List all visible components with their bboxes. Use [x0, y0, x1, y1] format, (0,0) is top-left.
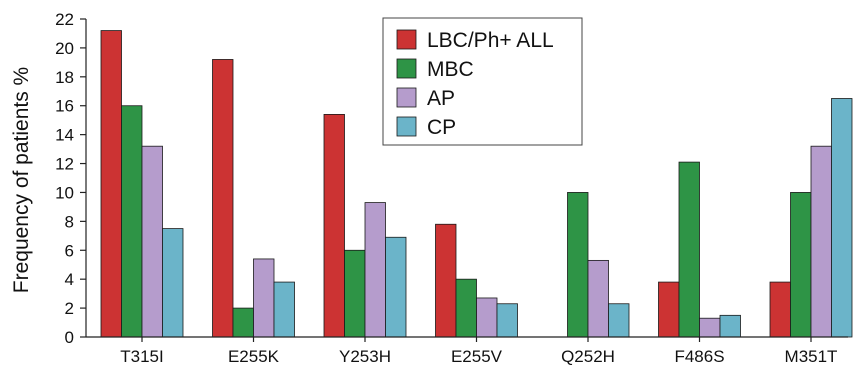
x-tick-label: Y253H: [339, 347, 391, 366]
legend-swatch: [396, 29, 417, 50]
x-tick-label: M351T: [785, 347, 838, 366]
bar-ap-y253h: [364, 202, 386, 338]
bar-ap-f486s: [699, 317, 721, 338]
y-tick-label: 22: [55, 10, 74, 29]
bar-mbc-e255v: [455, 278, 477, 338]
legend-label: AP: [427, 87, 455, 110]
bar-ap-m351t: [810, 145, 832, 338]
x-tick-label: T315I: [120, 347, 163, 366]
y-tick-label: 18: [55, 68, 74, 87]
y-tick-label: 10: [55, 183, 74, 202]
bar-cp-f486s: [719, 314, 741, 338]
legend-label: CP: [427, 116, 456, 139]
bar-ap-q252h: [587, 259, 609, 338]
bar-cp-y253h: [385, 236, 407, 338]
bar-cp-e255k: [273, 281, 295, 338]
x-axis-labels: T315I E255K Y253H E255V Q252H F486S M351T: [120, 337, 837, 366]
bar-lbc-ph-all-m351t: [769, 281, 791, 338]
y-tick-label: 14: [55, 126, 74, 145]
x-tick-label: E255V: [451, 347, 503, 366]
y-tick-label: 20: [55, 39, 74, 58]
y-tick-label: 16: [55, 97, 74, 116]
y-tick-label: 0: [65, 328, 74, 347]
legend-swatch: [396, 87, 417, 108]
bar-mbc-m351t: [790, 192, 812, 338]
bar-ap-e255k: [253, 258, 275, 338]
bar-cp-m351t: [831, 98, 853, 338]
bar-mbc-y253h: [344, 249, 366, 338]
y-tick-label: 2: [65, 299, 74, 318]
bar-lbc-ph-all-e255v: [435, 223, 457, 338]
y-tick-label: 8: [65, 212, 74, 231]
bar-ap-t315i: [141, 145, 163, 338]
legend-label: MBC: [427, 58, 474, 81]
bar-cp-q252h: [608, 303, 630, 338]
bar-mbc-f486s: [678, 161, 700, 338]
legend-label: LBC/Ph+ ALL: [427, 29, 554, 52]
bar-lbc-ph-all-y253h: [323, 114, 345, 338]
x-tick-label: E255K: [228, 347, 280, 366]
legend-swatch: [396, 116, 417, 137]
bar-cp-t315i: [162, 228, 184, 338]
bars: [100, 30, 853, 338]
bar-ap-e255v: [476, 297, 498, 338]
legend-swatch: [396, 58, 417, 79]
y-tick-label: 4: [65, 270, 74, 289]
bar-lbc-ph-all-t315i: [100, 30, 122, 338]
y-tick-label: 12: [55, 155, 74, 174]
y-axis-title: Frequency of patients %: [10, 67, 33, 293]
bar-mbc-e255k: [232, 307, 254, 338]
x-tick-label: F486S: [674, 347, 724, 366]
x-tick-label: Q252H: [561, 347, 615, 366]
bar-mbc-q252h: [567, 192, 589, 338]
bar-lbc-ph-all-f486s: [658, 281, 680, 338]
bar-cp-e255v: [496, 303, 518, 338]
y-tick-label: 6: [65, 241, 74, 260]
bar-mbc-t315i: [121, 105, 143, 338]
y-axis-ticks: 0 2 4 6 8 10 12 14 16 18 20 22: [55, 10, 86, 347]
legend: LBC/Ph+ ALL MBC AP CP: [382, 17, 583, 146]
bar-lbc-ph-all-e255k: [212, 59, 234, 338]
